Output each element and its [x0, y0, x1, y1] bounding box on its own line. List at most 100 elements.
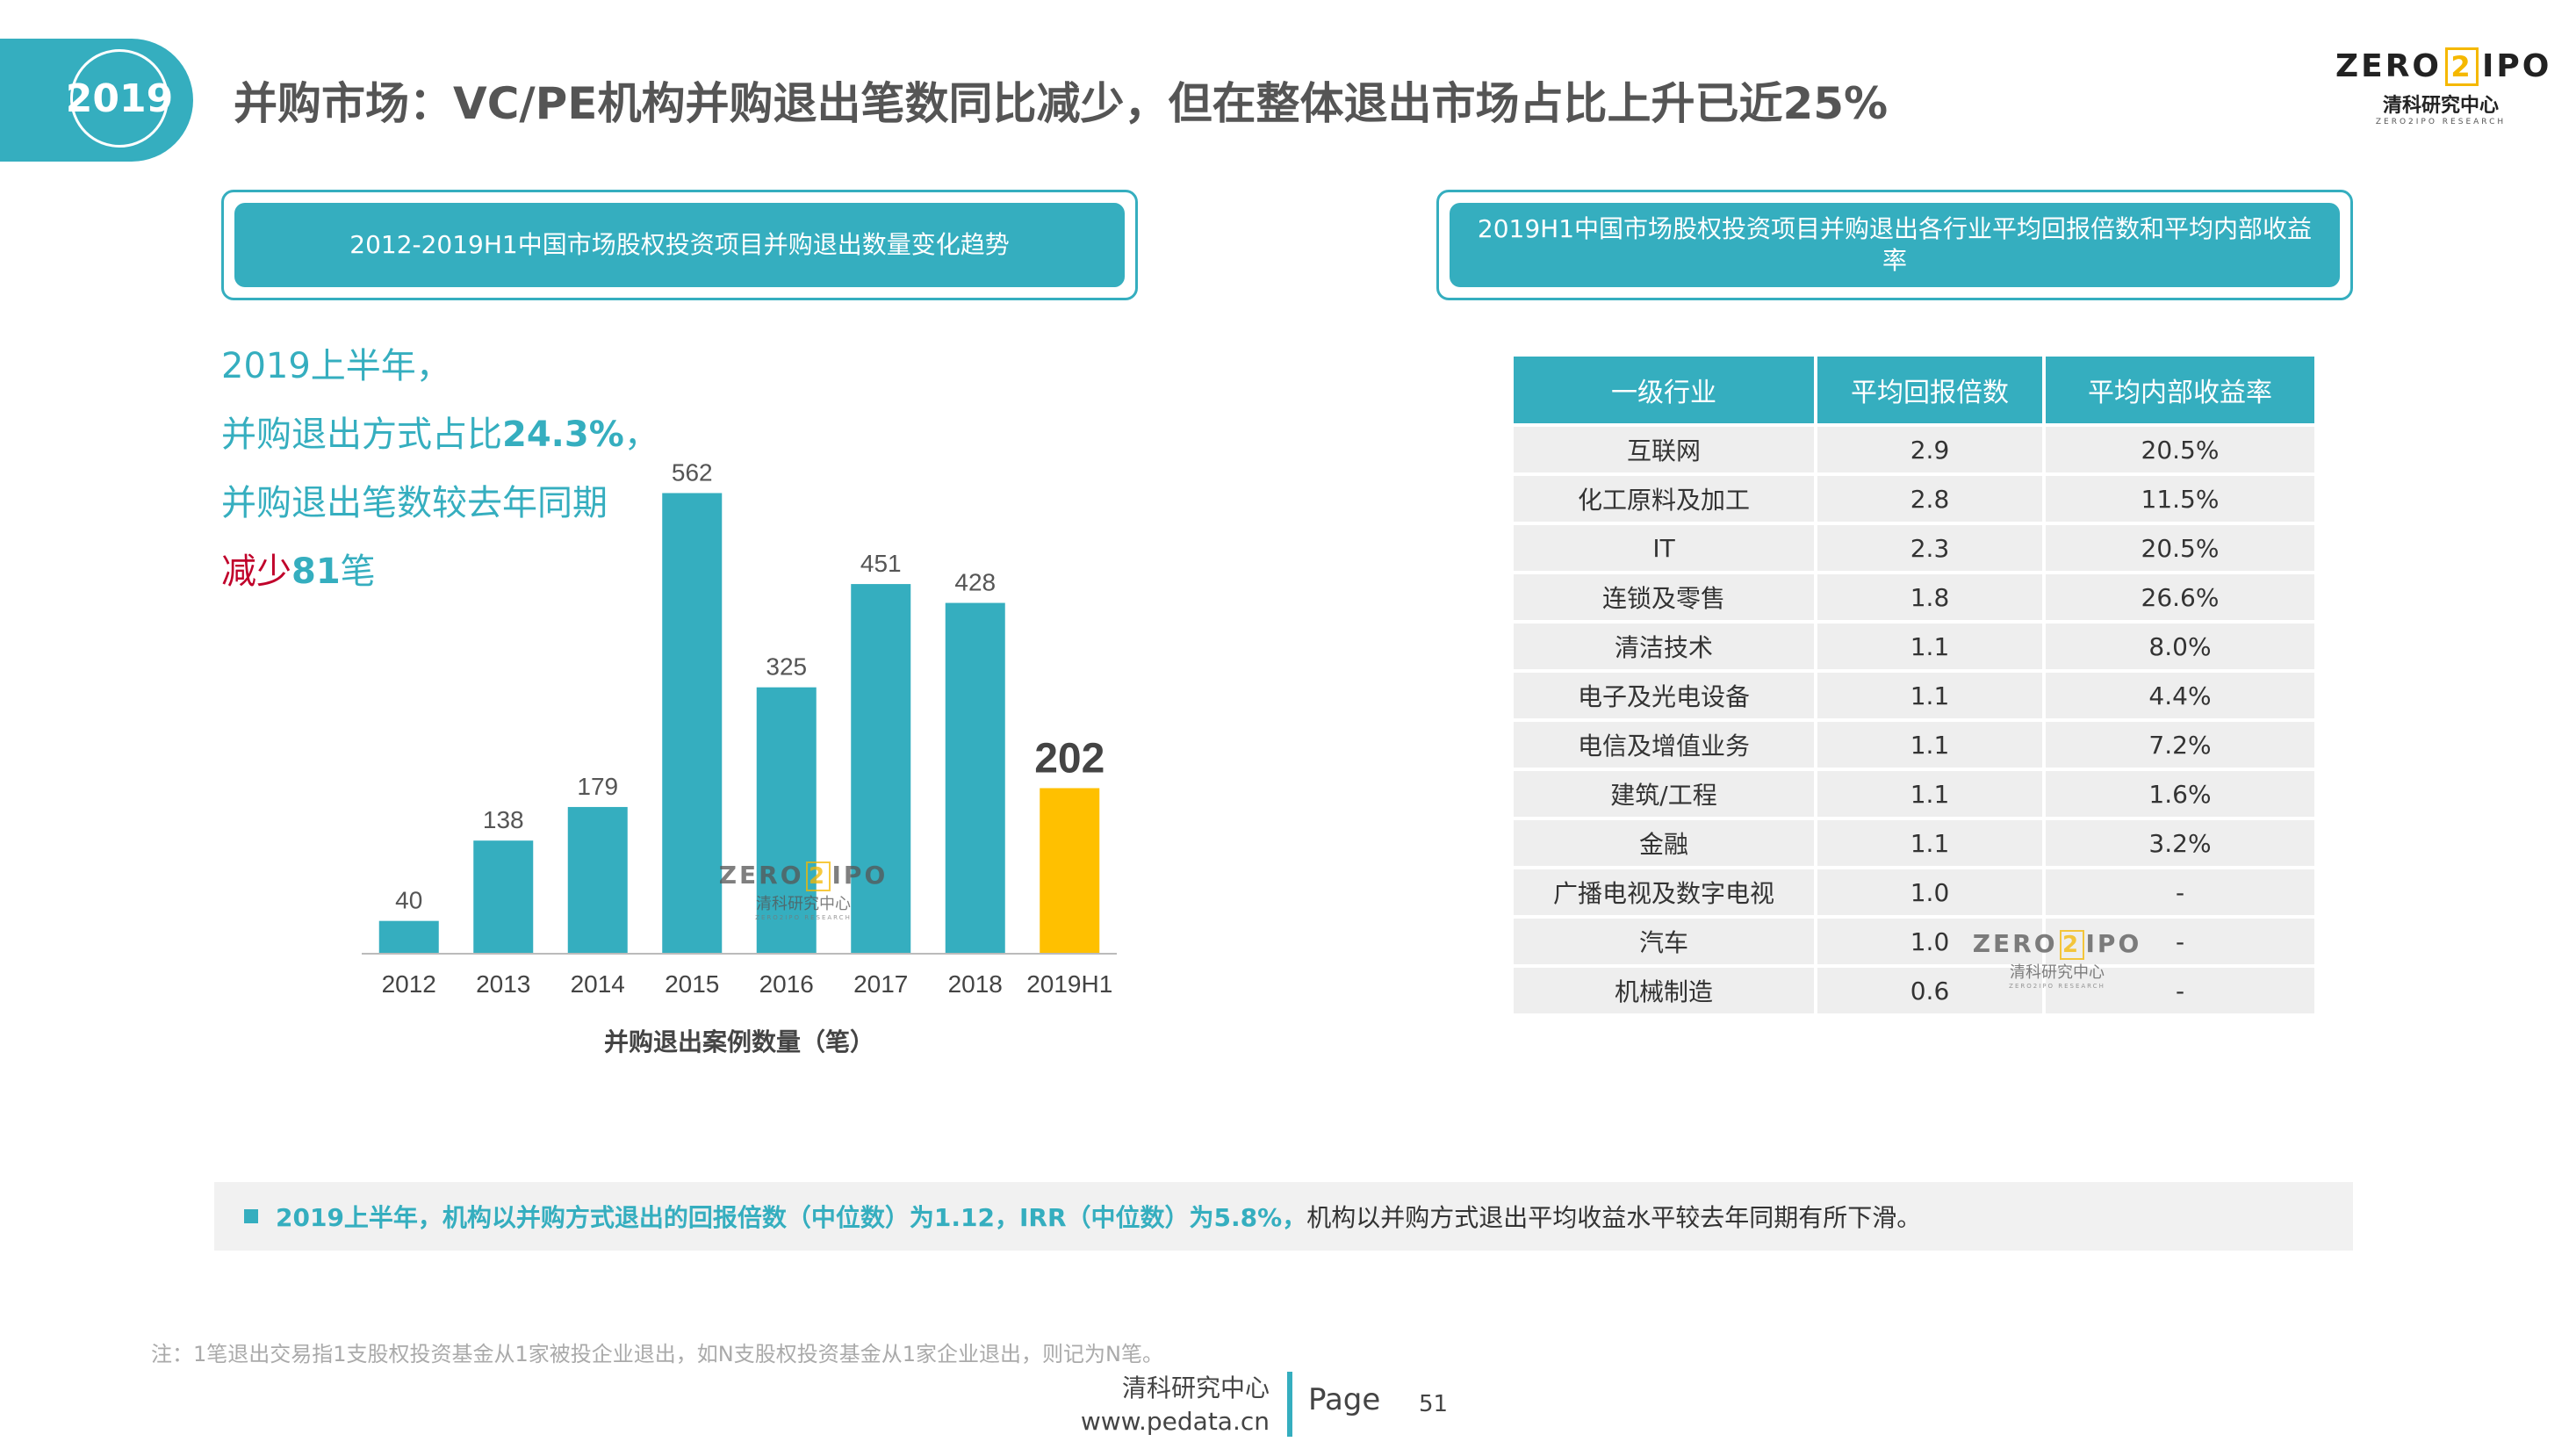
zero2ipo-logo: ZERO 2 IPO 清科研究中心 ZERO2IPO RESEARCH — [2335, 47, 2552, 126]
x-tick-2012: 2012 — [382, 970, 436, 998]
bar-2013 — [473, 840, 534, 954]
page-title: 并购市场：VC/PE机构并购退出笔数同比减少，但在整体退出市场占比上升已近25% — [234, 78, 1889, 129]
year-badge-label: 2019 — [66, 49, 173, 148]
irr-cell: 11.5% — [2046, 476, 2314, 522]
table-row: 电子及光电设备 1.1 4.4% — [1514, 673, 2314, 718]
data-label-2019H1: 202 — [1034, 735, 1105, 782]
multiple-cell: 1.8 — [1817, 574, 2042, 620]
data-label-2018: 428 — [954, 569, 996, 596]
irr-cell: - — [2046, 869, 2314, 915]
irr-cell: 20.5% — [2046, 525, 2314, 571]
industry-cell: 金融 — [1514, 820, 1814, 866]
x-tick-2019H1: 2019H1 — [1026, 970, 1112, 998]
irr-cell: 4.4% — [2046, 673, 2314, 718]
multiple-cell: 2.9 — [1817, 427, 2042, 472]
multiple-cell: 1.0 — [1817, 919, 2042, 964]
irr-cell: 3.2% — [2046, 820, 2314, 866]
summary-note: 2019上半年，机构以并购方式退出的回报倍数（中位数）为1.12，IRR（中位数… — [214, 1182, 2353, 1251]
bar-2014 — [567, 806, 628, 954]
x-tick-2013: 2013 — [476, 970, 530, 998]
bar-2015 — [662, 493, 723, 954]
multiple-cell: 1.1 — [1817, 722, 2042, 768]
bar-2019H1 — [1040, 788, 1100, 954]
data-label-2012: 40 — [395, 887, 422, 914]
table-watermark-logo: ZERO 2 IPO 清科研究中心 ZERO2IPO RESEARCH — [1972, 929, 2142, 990]
footnote: 注：1笔退出交易指1支股权投资基金从1家被投企业退出，如N支股权投资基金从1家企… — [151, 1342, 1163, 1366]
table-row: 电信及增值业务 1.1 7.2% — [1514, 722, 2314, 768]
irr-cell: 1.6% — [2046, 771, 2314, 817]
table-title-box: 2019H1中国市场股权投资项目并购退出各行业平均回报倍数和平均内部收益率 — [1436, 190, 2353, 300]
multiple-cell: 1.1 — [1817, 771, 2042, 817]
table-row: 金融 1.1 3.2% — [1514, 820, 2314, 866]
highlight-text: 2019上半年， 并购退出方式占比24.3%， 并购退出笔数较去年同期 减少81… — [221, 346, 659, 592]
table-row: 连锁及零售 1.8 26.6% — [1514, 574, 2314, 620]
exit-count-bar-chart: 40 2012 138 2013 179 2014 562 2015 325 2016 451 201… — [362, 458, 1117, 1056]
multiple-cell: 2.3 — [1817, 525, 2042, 571]
table-row: 建筑/工程 1.1 1.6% — [1514, 771, 2314, 817]
bar-2017 — [851, 584, 911, 954]
industry-cell: 汽车 — [1514, 919, 1814, 964]
footer-divider — [1287, 1372, 1292, 1437]
industry-cell: 建筑/工程 — [1514, 771, 1814, 817]
table-row: 互联网 2.9 20.5% — [1514, 427, 2314, 472]
summary-note-highlight: 2019上半年，机构以并购方式退出的回报倍数（中位数）为1.12，IRR（中位数… — [276, 1203, 1307, 1232]
industry-cell: 连锁及零售 — [1514, 574, 1814, 620]
irr-cell: 7.2% — [2046, 722, 2314, 768]
data-label-2014: 179 — [577, 773, 618, 800]
x-tick-2014: 2014 — [571, 970, 625, 998]
bar-2016 — [756, 687, 817, 954]
footer-org: 清科研究中心 www.pedata.cn — [1076, 1372, 1270, 1438]
table-header-multiple: 平均回报倍数 — [1817, 357, 2042, 423]
x-tick-2016: 2016 — [759, 970, 814, 998]
irr-cell: 8.0% — [2046, 624, 2314, 669]
footer-url: www.pedata.cn — [1080, 1407, 1270, 1436]
data-label-2013: 138 — [483, 806, 524, 833]
table-title: 2019H1中国市场股权投资项目并购退出各行业平均回报倍数和平均内部收益率 — [1450, 203, 2340, 287]
x-tick-2018: 2018 — [948, 970, 1003, 998]
table-row: 化工原料及加工 2.8 11.5% — [1514, 476, 2314, 522]
industry-cell: 电信及增值业务 — [1514, 722, 1814, 768]
bar-2018 — [945, 602, 1005, 954]
industry-cell: 广播电视及数字电视 — [1514, 869, 1814, 915]
table-header-industry: 一级行业 — [1514, 357, 1814, 423]
chart-title-box: 2012-2019H1中国市场股权投资项目并购退出数量变化趋势 — [221, 190, 1138, 300]
industry-return-table: 一级行业 平均回报倍数 平均内部收益率 互联网 2.9 20.5% 化工原料及加工 2… — [1510, 353, 2318, 1017]
x-tick-2017: 2017 — [853, 970, 908, 998]
irr-cell: - — [2046, 919, 2314, 964]
table-row: 广播电视及数字电视 1.0- — [1514, 869, 2314, 915]
table-row: 机械制造 0.6- — [1514, 968, 2314, 1013]
multiple-cell: 1.1 — [1817, 820, 2042, 866]
multiple-cell: 1.1 — [1817, 673, 2042, 718]
x-axis-label: 并购退出案例数量（笔） — [604, 1027, 874, 1056]
chart-title: 2012-2019H1中国市场股权投资项目并购退出数量变化趋势 — [234, 203, 1125, 287]
industry-cell: 清洁技术 — [1514, 624, 1814, 669]
footer-page-label: Page — [1308, 1382, 1381, 1417]
table-header-row: 一级行业 平均回报倍数 平均内部收益率 — [1514, 357, 2314, 423]
irr-cell: 20.5% — [2046, 427, 2314, 472]
industry-cell: 化工原料及加工 — [1514, 476, 1814, 522]
multiple-cell: 1.1 — [1817, 624, 2042, 669]
irr-cell: - — [2046, 968, 2314, 1013]
multiple-cell: 1.0 — [1817, 869, 2042, 915]
data-label-2016: 325 — [766, 653, 807, 681]
chart-watermark-logo: ZERO 2 IPO 清科研究中心 ZERO2IPO RESEARCH — [718, 861, 889, 921]
footer-org-name: 清科研究中心 — [1121, 1373, 1270, 1402]
industry-cell: 机械制造 — [1514, 968, 1814, 1013]
table-header-irr: 平均内部收益率 — [2046, 357, 2314, 423]
irr-cell: 26.6% — [2046, 574, 2314, 620]
data-label-2017: 451 — [860, 550, 902, 577]
industry-cell: 互联网 — [1514, 427, 1814, 472]
industry-cell: 电子及光电设备 — [1514, 673, 1814, 718]
multiple-cell: 2.8 — [1817, 476, 2042, 522]
summary-note-text: 机构以并购方式退出平均收益水平较去年同期有所下滑。 — [1306, 1203, 1922, 1232]
table-row: 清洁技术 1.1 8.0% — [1514, 624, 2314, 669]
multiple-cell: 0.6 — [1817, 968, 2042, 1013]
footer-page-number: 51 — [1419, 1391, 1449, 1417]
industry-cell: IT — [1514, 525, 1814, 571]
table-row: 汽车 1.0- — [1514, 919, 2314, 964]
bullet-square-icon — [244, 1209, 258, 1223]
bar-2012 — [378, 920, 439, 954]
data-label-2015: 562 — [672, 458, 713, 486]
table-row: IT 2.3 20.5% — [1514, 525, 2314, 571]
x-tick-2015: 2015 — [665, 970, 719, 998]
